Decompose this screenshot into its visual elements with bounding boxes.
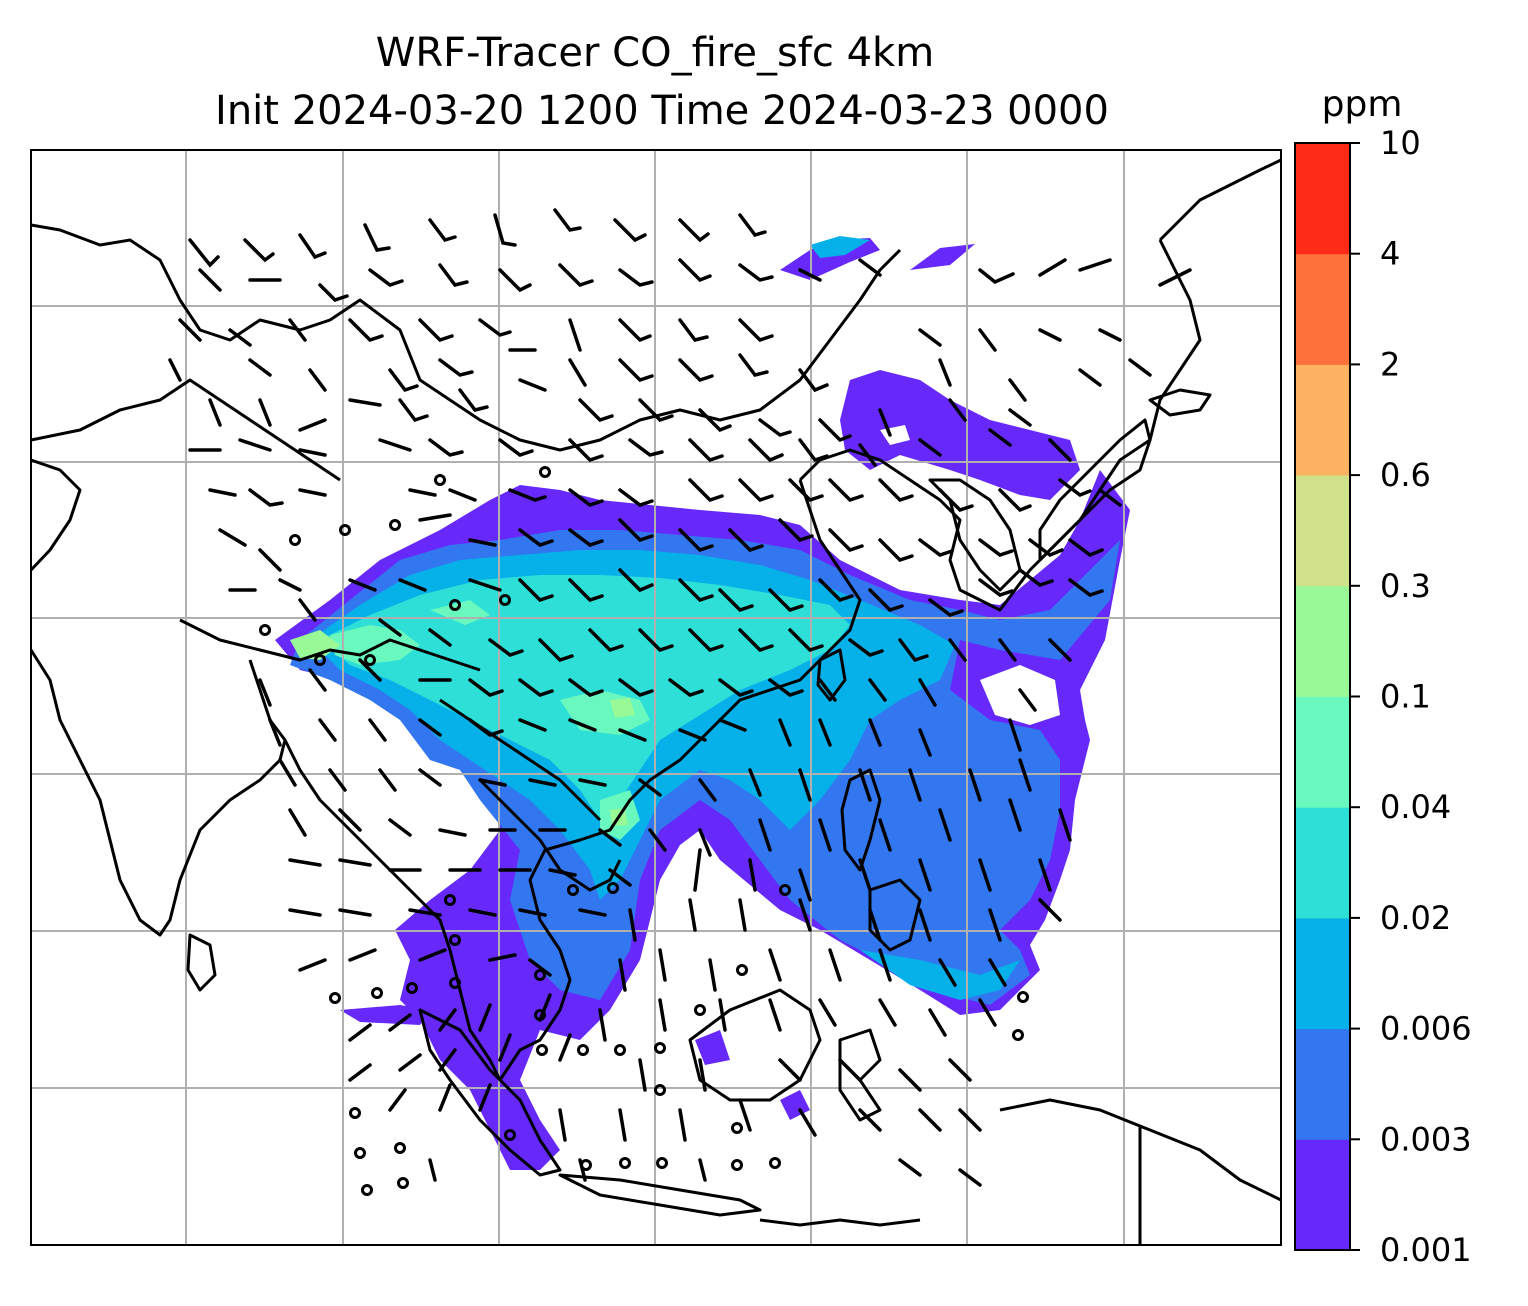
indochina-coast [498, 479, 862, 1081]
colorbar-segment [1295, 807, 1350, 919]
coastlines [31, 158, 1281, 1245]
colorbar-tick-label: 0.001 [1380, 1231, 1472, 1269]
chart-title-line1: WRF-Tracer CO_fire_sfc 4km [376, 30, 934, 76]
colorbar: 0.001 0.003 0.006 0.02 0.04 0.1 0.3 0.6 2 4 10 [1294, 124, 1472, 1269]
japan-coast [1038, 418, 1152, 562]
colorbar-tick-label: 0.006 [1380, 1010, 1472, 1048]
colorbar-segment [1295, 1139, 1350, 1251]
colorbar-segment [1295, 364, 1350, 476]
colorbar-segment [1295, 143, 1350, 255]
colorbar-segment [1295, 475, 1350, 587]
colorbar-tick-label: 0.6 [1380, 456, 1431, 494]
colorbar-tick-label: 0.04 [1380, 788, 1451, 826]
philippines-luzon [840, 768, 882, 872]
colorbar-tick-label: 0.02 [1380, 899, 1451, 937]
colorbar-segment [1295, 696, 1350, 808]
java [558, 1173, 762, 1217]
borneo [688, 988, 822, 1102]
philippines-mindanao [868, 878, 922, 952]
new-guinea [999, 1098, 1281, 1245]
gridlines [31, 150, 1281, 1245]
co-field-level-0.1 [610, 698, 635, 718]
colorbar-unit-label: ppm [1322, 84, 1403, 125]
sumatra [418, 1008, 562, 1177]
country-borders [478, 778, 622, 892]
lesser-sundas [759, 1218, 921, 1227]
co-field-level-0.001 [340, 1005, 430, 1025]
co-field-level-0.001 [695, 1030, 730, 1065]
co-field-level-0.006 [860, 950, 1020, 1000]
calm-wind-markers [259, 466, 1029, 1196]
co-field-level-0.001 [840, 370, 1080, 500]
sri-lanka [186, 933, 217, 992]
colorbar-segment [1295, 585, 1350, 697]
colorbar-tick-label: 4 [1380, 235, 1400, 273]
colorbar-segment [1295, 917, 1350, 1030]
colorbar-tick-label: 0.3 [1380, 567, 1431, 605]
wind-barbs [168, 208, 1192, 1187]
hokkaido [1148, 388, 1212, 417]
country-borders [179, 618, 481, 672]
chart-title-line2: Init 2024-03-20 1200 Time 2024-03-23 000… [215, 88, 1109, 134]
colorbar-tick-label: 2 [1380, 345, 1400, 383]
co-field-level-0.006 [810, 236, 870, 258]
taiwan [816, 648, 847, 702]
map-frame [30, 149, 1282, 1246]
myanmar-coast [283, 739, 502, 1081]
colorbar-tick-label: 10 [1380, 124, 1421, 162]
country-borders [31, 378, 341, 482]
colorbar-tick-label: 0.1 [1380, 678, 1431, 716]
co-field-level-0.001 [910, 244, 975, 270]
map-area [31, 150, 1281, 1245]
korea-coast [928, 478, 1022, 592]
colorbar-segment [1295, 1028, 1350, 1140]
co-concentration-field [275, 236, 1130, 1170]
sulawesi [838, 1028, 882, 1122]
co-field-level-0.1 [290, 630, 340, 660]
country-borders [31, 223, 902, 452]
colorbar-tick-label: 0.003 [1380, 1120, 1472, 1158]
colorbar-segment [1295, 253, 1350, 365]
